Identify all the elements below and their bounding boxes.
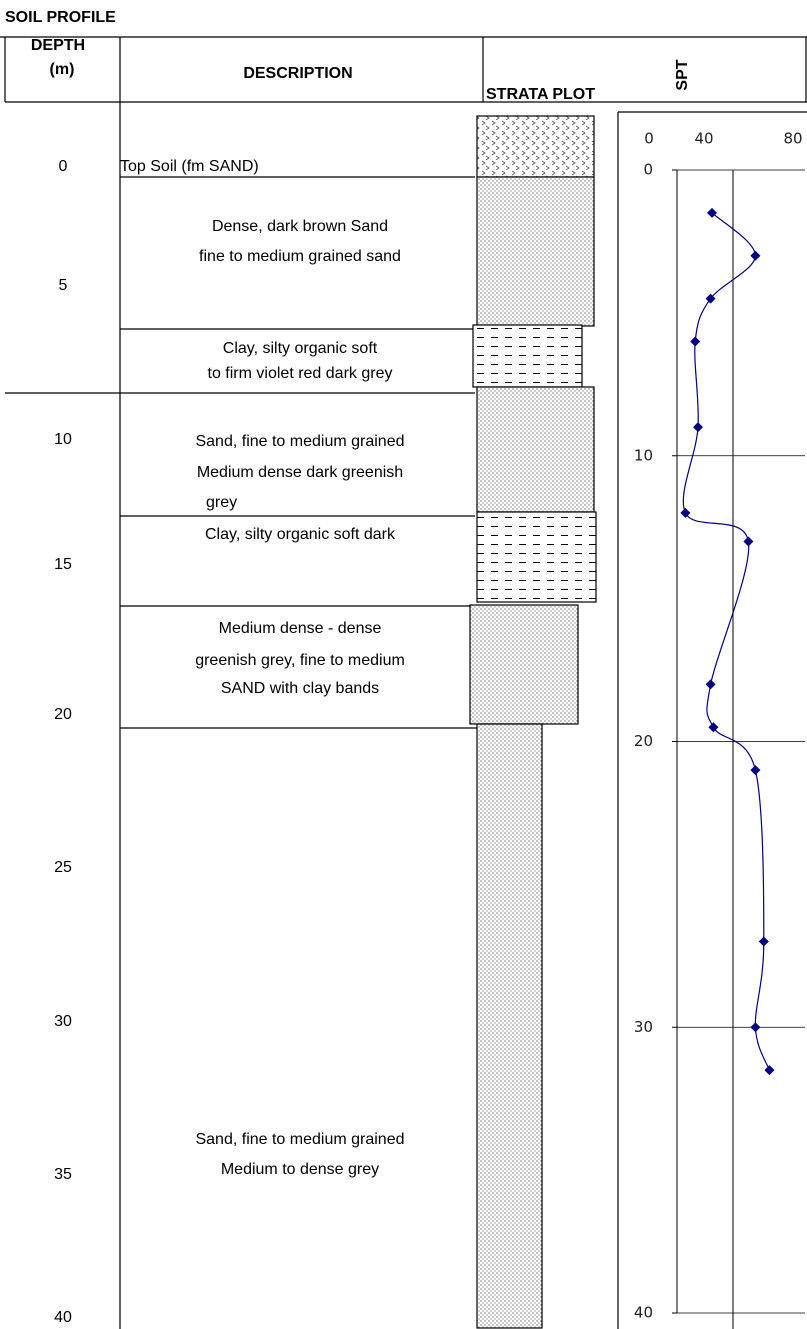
y-tick-label: 0 bbox=[643, 161, 653, 179]
depth-label: 25 bbox=[54, 859, 72, 876]
layer-description: SAND with clay bands bbox=[221, 680, 379, 697]
layer-description: Clay, silty organic soft dark bbox=[205, 526, 396, 543]
x-tick-label: 40 bbox=[694, 130, 713, 148]
strata-header: STRATA PLOT bbox=[486, 86, 595, 103]
layer-description: Sand, fine to medium grained bbox=[195, 433, 404, 450]
strata-topsoil bbox=[476, 115, 595, 178]
strata-clay bbox=[476, 511, 597, 603]
layer-description: Dense, dark brown Sand bbox=[212, 218, 388, 235]
spt-point bbox=[693, 422, 703, 433]
layer-description: Sand, fine to medium grained bbox=[195, 1131, 404, 1148]
spt-point bbox=[680, 507, 691, 518]
spt-point bbox=[750, 765, 761, 776]
page-title: SOIL PROFILE bbox=[5, 9, 116, 26]
depth-unit: (m) bbox=[50, 61, 75, 78]
layer-description: fine to medium grained sand bbox=[199, 248, 401, 265]
spt-point bbox=[758, 936, 769, 947]
layer-description: to firm violet red dark grey bbox=[208, 365, 393, 382]
spt-line bbox=[682, 212, 770, 1071]
strata-sand bbox=[476, 723, 543, 1329]
spt-header: SPT bbox=[674, 59, 691, 90]
spt-point bbox=[707, 207, 717, 218]
y-tick-label: 10 bbox=[634, 446, 653, 464]
layer-description: Top Soil (fm SAND) bbox=[120, 158, 259, 175]
depth-label: 35 bbox=[54, 1166, 72, 1183]
spt-point bbox=[764, 1065, 775, 1076]
depth-header: DEPTH bbox=[31, 37, 85, 54]
depth-label: 5 bbox=[59, 277, 68, 294]
spt-point bbox=[705, 293, 716, 304]
description-header: DESCRIPTION bbox=[243, 65, 352, 82]
layer-description: Clay, silty organic soft bbox=[223, 340, 378, 357]
spt-point bbox=[750, 250, 761, 261]
strata-plot bbox=[469, 115, 597, 1329]
layer-description: Medium dense - dense bbox=[219, 620, 382, 637]
depth-label: 20 bbox=[54, 706, 72, 723]
strata-sand bbox=[469, 604, 579, 725]
depth-label: 30 bbox=[54, 1013, 72, 1030]
strata-sand bbox=[476, 176, 595, 327]
depth-label: 10 bbox=[54, 431, 72, 448]
x-tick-label: 80 bbox=[783, 130, 802, 148]
x-tick-label: 0 bbox=[644, 130, 654, 148]
y-tick-label: 40 bbox=[634, 1304, 653, 1322]
strata-sand bbox=[476, 386, 595, 513]
layer-description: grey bbox=[206, 494, 237, 511]
y-tick-label: 20 bbox=[634, 732, 653, 750]
spt-point bbox=[750, 1022, 761, 1033]
strata-clay bbox=[472, 324, 583, 388]
layer-description: greenish grey, fine to medium bbox=[195, 652, 405, 669]
depth-label: 0 bbox=[59, 158, 68, 175]
spt-point bbox=[743, 536, 754, 547]
spt-point bbox=[708, 722, 719, 733]
y-tick-label: 30 bbox=[634, 1018, 653, 1036]
layer-description: Medium to dense grey bbox=[221, 1161, 379, 1178]
spt-point bbox=[705, 679, 716, 690]
depth-label: 15 bbox=[54, 556, 72, 573]
depth-label: 40 bbox=[54, 1309, 72, 1326]
layer-description: Medium dense dark greenish bbox=[197, 464, 403, 481]
spt-point bbox=[690, 336, 701, 347]
spt-chart: 0 40 80 0 10 20 30 40 bbox=[634, 130, 805, 1329]
